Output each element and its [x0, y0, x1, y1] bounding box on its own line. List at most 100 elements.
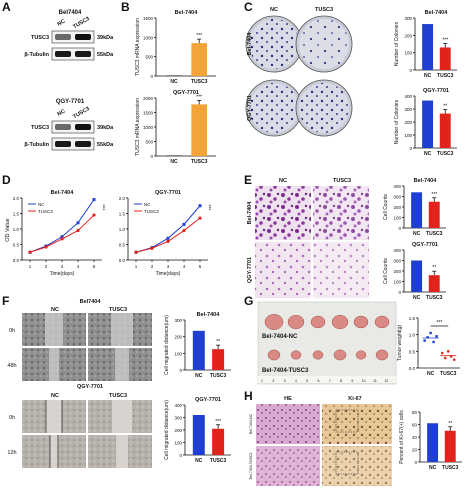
mw-label: 39kDa — [97, 125, 114, 131]
y-tick-label: 1.5 — [119, 212, 126, 217]
y-axis-label: Number of Colonies — [394, 21, 400, 66]
row-label: 0h — [9, 415, 15, 421]
panel-label: E — [244, 173, 252, 187]
data-point — [440, 351, 444, 355]
y-axis-label: Cell migrated distance(um) — [164, 400, 170, 460]
panel-label: B — [121, 0, 130, 14]
x-tick-label: TUSC3 — [210, 373, 227, 379]
x-axis-label: Time(days) — [156, 271, 181, 277]
data-point — [28, 250, 32, 254]
panel-label: H — [244, 389, 253, 403]
bar-tusc3 — [428, 201, 440, 228]
column-label: TUSC3 — [315, 7, 333, 13]
x-tick-label: 5 — [93, 264, 96, 269]
y-tick-label: 1000 — [143, 125, 154, 130]
colony-area — [299, 19, 349, 69]
column-label: Ki-67 — [348, 396, 361, 402]
bar-nc — [411, 192, 423, 228]
y-tick-label: 0 — [409, 146, 412, 151]
y-tick-label: 1.5 — [409, 316, 416, 321]
row-label: 48h — [7, 363, 16, 369]
row-label: Bel-7404 — [247, 32, 253, 56]
x-tick-label: 1 — [135, 264, 138, 269]
data-point — [198, 204, 202, 208]
y-tick-label: 0 — [150, 154, 153, 159]
x-tick-label: NC — [195, 373, 203, 379]
bar-nc — [192, 330, 205, 370]
y-tick-label: 1.0 — [119, 227, 126, 232]
mw-label: 55kDa — [97, 142, 114, 148]
x-tick-label: 3 — [167, 264, 170, 269]
protein-label: β-Tubulin — [24, 52, 49, 58]
wound-gap — [115, 348, 129, 381]
y-tick-label: 200 — [404, 33, 412, 38]
y-tick-label: 200 — [393, 205, 401, 210]
x-tick-label: TUSC3 — [440, 371, 457, 377]
y-tick-label: 1.0 — [13, 227, 20, 232]
x-tick-label: NC — [195, 458, 203, 464]
blot-band — [75, 51, 91, 57]
column-label: HE — [284, 396, 292, 402]
data-point — [432, 340, 435, 344]
y-tick-label: 200 — [404, 120, 412, 125]
ki67-image — [322, 404, 392, 444]
tumor — [267, 349, 281, 361]
data-point — [166, 236, 170, 240]
bar-tusc3 — [428, 275, 440, 292]
tumor — [355, 350, 367, 360]
y-tick-label: 1.5 — [13, 212, 20, 217]
x-tick-label: 4 — [183, 264, 186, 269]
bar-nc — [411, 260, 423, 292]
y-tick-label: 0 — [150, 74, 153, 79]
ruler-number: 4 — [295, 379, 297, 383]
tumor — [290, 350, 302, 360]
group-label: Bel-7404-TUSC3 — [262, 368, 309, 374]
tumor — [375, 349, 389, 361]
data-point — [150, 246, 154, 250]
significance-mark: ** — [432, 265, 436, 271]
tumor — [312, 350, 324, 360]
transwell-image — [313, 186, 369, 240]
significance-mark: ** — [216, 339, 220, 345]
lane-label-tusc3: TUSC3 — [72, 106, 91, 120]
y-axis-label: TUSC3 mRNA expression — [135, 18, 141, 76]
column-label: NC — [270, 7, 278, 13]
bar-nc — [192, 415, 205, 455]
he-image — [256, 404, 320, 444]
y-tick-label: 500 — [145, 55, 153, 60]
x-tick-label: TUSC3 — [210, 458, 227, 464]
data-point — [76, 221, 80, 225]
colony-area — [249, 83, 299, 133]
column-label: NC — [51, 307, 59, 313]
x-axis-label: Time(days) — [50, 271, 75, 277]
row-label: QGY-7701 — [247, 257, 253, 283]
data-point — [435, 335, 438, 338]
blot-band — [55, 51, 71, 57]
y-tick-label: 300 — [404, 16, 412, 21]
data-point — [182, 228, 186, 233]
ruler-number: 7 — [329, 379, 331, 383]
panel-label: G — [244, 294, 253, 308]
y-tick-label: 0.5 — [13, 243, 20, 248]
data-point — [60, 237, 64, 241]
significance-mark: ** — [443, 104, 447, 110]
y-tick-label: 300 — [174, 318, 182, 323]
data-point — [446, 350, 450, 353]
panel-label: C — [244, 0, 253, 14]
bar-tusc3 — [212, 349, 225, 370]
significance-mark: *** — [215, 419, 221, 425]
bar-nc — [422, 100, 434, 148]
blot-title: Bel7404 — [59, 10, 82, 16]
y-tick-label: 100 — [404, 51, 412, 56]
tumor — [374, 315, 390, 329]
ruler-number: 10 — [362, 379, 366, 383]
y-tick-label: 100 — [393, 216, 401, 221]
legend-label: NC — [38, 202, 45, 207]
bar-tusc3 — [191, 104, 207, 156]
y-tick-label: 0 — [179, 453, 182, 458]
x-tick-label: TUSC3 — [426, 295, 443, 301]
y-axis-label: Cell Counts — [383, 258, 389, 284]
y-tick-label: 0 — [398, 290, 401, 295]
significance-mark: *** — [436, 320, 442, 326]
